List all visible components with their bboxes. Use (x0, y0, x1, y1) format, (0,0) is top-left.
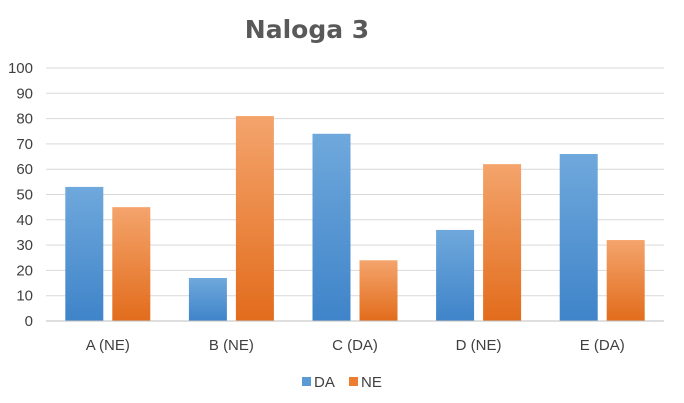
bar-ne-1 (235, 116, 274, 321)
y-tick-label: 90 (16, 85, 33, 102)
bars (65, 116, 645, 321)
legend: DA NE (302, 374, 382, 391)
y-tick-label: 100 (8, 60, 33, 77)
y-tick-label: 30 (16, 237, 33, 254)
y-tick-label: 70 (16, 136, 33, 153)
bar-da-4 (559, 154, 598, 321)
y-tick-label: 20 (16, 262, 33, 279)
x-axis-labels: A (NE) B (NE) C (DA) D (NE) E (DA) (86, 337, 625, 354)
bar-ne-0 (112, 207, 151, 321)
bar-da-0 (65, 186, 104, 321)
legend-swatch-ne (349, 377, 358, 386)
y-tick-label: 10 (16, 288, 33, 305)
bar-da-1 (188, 277, 227, 321)
x-tick-label: C (DA) (332, 337, 378, 354)
y-tick-label: 60 (16, 161, 33, 178)
chart-title: Naloga 3 (245, 15, 369, 44)
bar-da-2 (312, 133, 351, 321)
x-tick-label: E (DA) (580, 337, 625, 354)
bar-ne-4 (606, 240, 645, 321)
bar-ne-3 (483, 164, 522, 321)
y-tick-label: 80 (16, 111, 33, 128)
x-tick-label: A (NE) (86, 337, 130, 354)
y-tick-label: 0 (25, 313, 33, 330)
y-axis-ticks: 0 10 20 30 40 50 60 70 80 90 100 (8, 60, 33, 330)
x-tick-label: B (NE) (209, 337, 254, 354)
legend-swatch-da (302, 377, 311, 386)
x-tick-label: D (NE) (456, 337, 502, 354)
y-tick-label: 50 (16, 187, 33, 204)
bar-ne-2 (359, 260, 398, 321)
y-tick-label: 40 (16, 212, 33, 229)
legend-label-ne: NE (361, 374, 382, 391)
bar-da-3 (436, 229, 475, 321)
legend-label-da: DA (314, 374, 335, 391)
